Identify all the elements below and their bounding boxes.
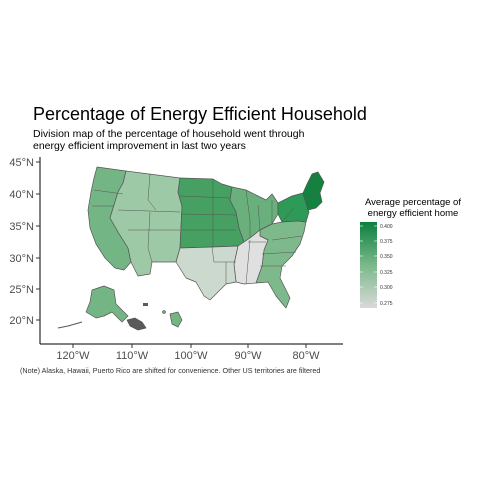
legend-ticks: 0.400 0.375 0.350 0.325 0.300 0.275 — [360, 224, 393, 307]
map-subtitle: Division map of the percentage of househ… — [33, 128, 305, 152]
x-ticks: 120°W 110°W 100°W 90°W 80°W — [56, 344, 320, 362]
legend-tick-label: 0.300 — [380, 285, 393, 291]
y-ticks: 45°N 40°N 35°N 30°N 25°N 20°N — [9, 157, 40, 327]
legend: Average percentage of energy efficient h… — [360, 197, 461, 308]
legend-colorbar — [360, 222, 377, 308]
division-map — [57, 166, 325, 331]
y-tick-label: 20°N — [9, 315, 34, 327]
division-hawaii — [169, 311, 183, 328]
y-tick-label: 35°N — [9, 221, 34, 233]
y-tick-label: 40°N — [9, 189, 34, 201]
x-tick-label: 80°W — [292, 350, 320, 362]
legend-title-line1: Average percentage of — [365, 197, 461, 208]
map-caption: (Note) Alaska, Hawaii, Puerto Rico are s… — [20, 366, 321, 375]
state-borders — [92, 173, 320, 285]
hawaii-island — [162, 310, 166, 314]
x-tick-label: 110°W — [116, 350, 149, 362]
division-west-south-central — [175, 245, 239, 301]
y-tick-label: 30°N — [9, 253, 34, 265]
legend-tick-label: 0.350 — [380, 254, 393, 260]
x-tick-label: 100°W — [174, 350, 208, 362]
division-middle-atlantic — [277, 192, 310, 223]
division-new-england — [302, 171, 325, 211]
legend-tick-label: 0.325 — [380, 270, 393, 276]
legend-tick-label: 0.400 — [380, 224, 393, 230]
alaska-islands — [57, 321, 83, 329]
x-tick-label: 120°W — [56, 350, 90, 362]
legend-title-line2: energy efficient home — [368, 208, 459, 219]
small-territory — [143, 303, 148, 306]
map-title: Percentage of Energy Efficient Household — [33, 104, 367, 124]
division-alaska — [85, 285, 129, 323]
y-tick-label: 25°N — [9, 284, 34, 296]
x-tick-label: 90°W — [234, 350, 262, 362]
legend-tick-label: 0.275 — [380, 301, 393, 307]
puerto-rico — [126, 317, 147, 331]
legend-tick-label: 0.375 — [380, 239, 393, 245]
division-south-atlantic — [255, 220, 307, 309]
y-tick-label: 45°N — [9, 157, 34, 169]
